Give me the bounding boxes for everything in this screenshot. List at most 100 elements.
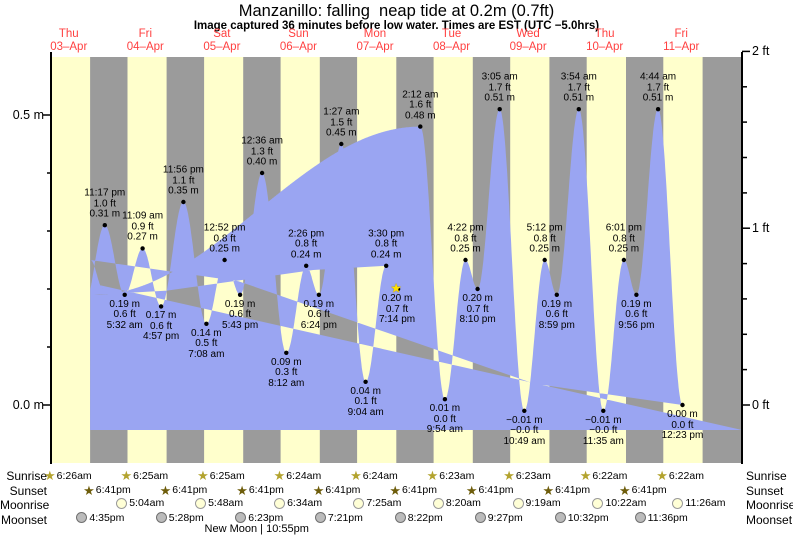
- tide-area: [90, 109, 743, 430]
- sunrise-time: ★ 6:23am: [426, 468, 475, 483]
- sunrise-time: ★ 6:26am: [44, 468, 92, 483]
- day-label: Mon: [363, 28, 387, 40]
- sunrise-time: ★ 6:24am: [273, 468, 322, 483]
- tide-curve: [90, 109, 743, 430]
- tide-extreme-dot: [418, 124, 423, 129]
- low-tide-label: 0.09 m 0.3 ft 8:12 am: [268, 356, 305, 389]
- moonrise-time: 10:22am: [592, 497, 646, 509]
- low-tide-label: 0.17 m 0.6 ft 4:57 pm: [143, 310, 180, 343]
- sunrise-time: ★ 6:23am: [503, 468, 551, 483]
- tide-extreme-dot: [554, 292, 559, 297]
- moonrise-icon: [592, 497, 604, 509]
- moonset-time: 5:28pm: [155, 512, 204, 524]
- tide-extreme-dot: [140, 246, 145, 251]
- low-tide-label: 0.20 m 0.7 ft 8:10 pm: [459, 293, 496, 325]
- moonrise-icon: [274, 497, 286, 509]
- tide-extreme-dot: [497, 107, 502, 112]
- moonrise-row-label-left: Moonrise: [0, 498, 50, 512]
- tide-extreme-dot: [363, 379, 368, 384]
- sunrise-icon: ★: [350, 468, 362, 483]
- sunrise-icon: ★: [579, 468, 592, 483]
- sunset-time: ★ 6:41pm: [236, 482, 284, 498]
- day-label: Fri: [674, 28, 688, 40]
- moonset-time: 11:36pm: [634, 512, 688, 524]
- moonset-time: 4:35pm: [76, 512, 124, 524]
- sunset-time: ★ 6:41pm: [542, 482, 591, 498]
- tide-extreme-dot: [259, 170, 265, 176]
- sunset-icon: ★: [159, 482, 172, 498]
- sunrise-row-label-left: Sunrise: [6, 469, 47, 483]
- high-tide-label: 5:12 pm 0.8 ft 0.25 m: [526, 222, 563, 255]
- moonrise-time: 5:04am: [116, 497, 164, 509]
- high-tide-label: 11:09 am 0.9 ft 0.27 m: [122, 210, 164, 243]
- moonrise-icon: [353, 497, 365, 509]
- sunrise-time: ★ 6:25am: [197, 468, 245, 483]
- low-tide-label: 0.14 m 0.5 ft 7:08 am: [188, 327, 225, 360]
- sunset-icon: ★: [542, 482, 555, 498]
- current-position-marker: ★: [390, 280, 402, 296]
- day-label: Tue: [441, 28, 462, 40]
- low-tide-label: 0.01 m 0.0 ft 9:54 am: [426, 403, 463, 436]
- moonset-icon: [474, 512, 486, 523]
- sunrise-icon: ★: [197, 468, 209, 483]
- y-axis-label-m: 0.0 m: [12, 398, 44, 412]
- high-tide-label: 11:56 pm 1.1 ft 0.35 m: [162, 164, 204, 197]
- high-tide-label: 2:12 am 1.6 ft 0.48 m: [402, 89, 439, 122]
- day-label: Wed: [516, 28, 540, 40]
- moonset-icon: [76, 512, 88, 523]
- moon-phase-label: New Moon | 10:55pm: [204, 523, 309, 535]
- sunset-icon: ★: [389, 482, 401, 498]
- sunrise-icon: ★: [44, 468, 56, 483]
- daylight-band: [51, 57, 91, 463]
- y-axis-label-m: 0.5 m: [12, 108, 44, 122]
- sunset-time: ★ 6:41pm: [83, 482, 131, 498]
- high-tide-label: 12:52 pm 0.8 ft 0.25 m: [203, 222, 246, 255]
- low-tide-label: −0.01 m −0.0 ft 11:35 am: [582, 414, 624, 447]
- sunrise-time: ★ 6:25am: [120, 468, 169, 483]
- low-tide-label: 0.00 m 0.0 ft 12:23 pm: [661, 409, 704, 441]
- day-label-date: 05–Apr: [203, 41, 241, 53]
- low-tide-label: 0.19 m 0.6 ft 9:56 pm: [618, 298, 655, 331]
- moonrise-time: 11:26am: [672, 497, 726, 509]
- tide-extreme-dot: [284, 350, 289, 355]
- chart-title: Manzanillo: falling neap tide at 0.2m (0…: [238, 2, 555, 20]
- moonset-icon: [155, 512, 167, 523]
- day-label-date: 11–Apr: [663, 41, 700, 53]
- day-label-date: 10–Apr: [586, 41, 624, 53]
- moonrise-time: 8:20am: [432, 497, 481, 509]
- tide-extreme-dot: [237, 292, 243, 297]
- tide-extreme-dot: [316, 292, 322, 297]
- tide-extreme-dots: [102, 107, 685, 413]
- moonset-icon: [235, 512, 247, 523]
- sunset-time: ★ 6:41pm: [159, 482, 208, 498]
- sunset-time: ★ 6:41pm: [465, 482, 514, 498]
- tide-extreme-dot: [680, 402, 685, 408]
- day-label: Sat: [213, 28, 231, 40]
- sunrise-icon: ★: [503, 468, 515, 483]
- tide-extreme-dot: [384, 263, 389, 268]
- day-label-date: 07–Apr: [356, 41, 394, 53]
- moonset-row-label-right: Moonset: [746, 512, 793, 527]
- day-label-date: 06–Apr: [279, 41, 317, 53]
- sunrise-row-label-right: Sunrise: [746, 469, 787, 483]
- moonset-icon: [394, 512, 406, 523]
- sunset-time: ★ 6:41pm: [618, 482, 667, 498]
- sunset-icon: ★: [312, 482, 325, 498]
- moonset-time: 9:27pm: [474, 512, 523, 524]
- sunrise-icon: ★: [120, 468, 133, 483]
- high-tide-label: 12:36 am 1.3 ft 0.40 m: [241, 135, 283, 168]
- tide-extreme-dot: [475, 286, 480, 292]
- high-tide-label: 3:30 pm 0.8 ft 0.24 m: [368, 228, 405, 261]
- low-tide-label: 0.19 m 0.6 ft 8:59 pm: [538, 298, 575, 331]
- tide-extreme-dot: [304, 263, 309, 268]
- moonrise-icon: [116, 497, 128, 509]
- high-tide-label: 4:44 am 1.7 ft 0.51 m: [639, 71, 677, 104]
- high-tide-label: 3:54 am 1.7 ft 0.51 m: [560, 71, 597, 104]
- y-axis-label-ft: 0 ft: [752, 398, 770, 412]
- day-label-date: 04–Apr: [126, 41, 164, 53]
- moonset-time: 10:32pm: [554, 512, 609, 524]
- sunset-time: ★ 6:41pm: [312, 482, 361, 498]
- low-tide-label: 0.19 m 0.6 ft 6:24 pm: [300, 298, 337, 331]
